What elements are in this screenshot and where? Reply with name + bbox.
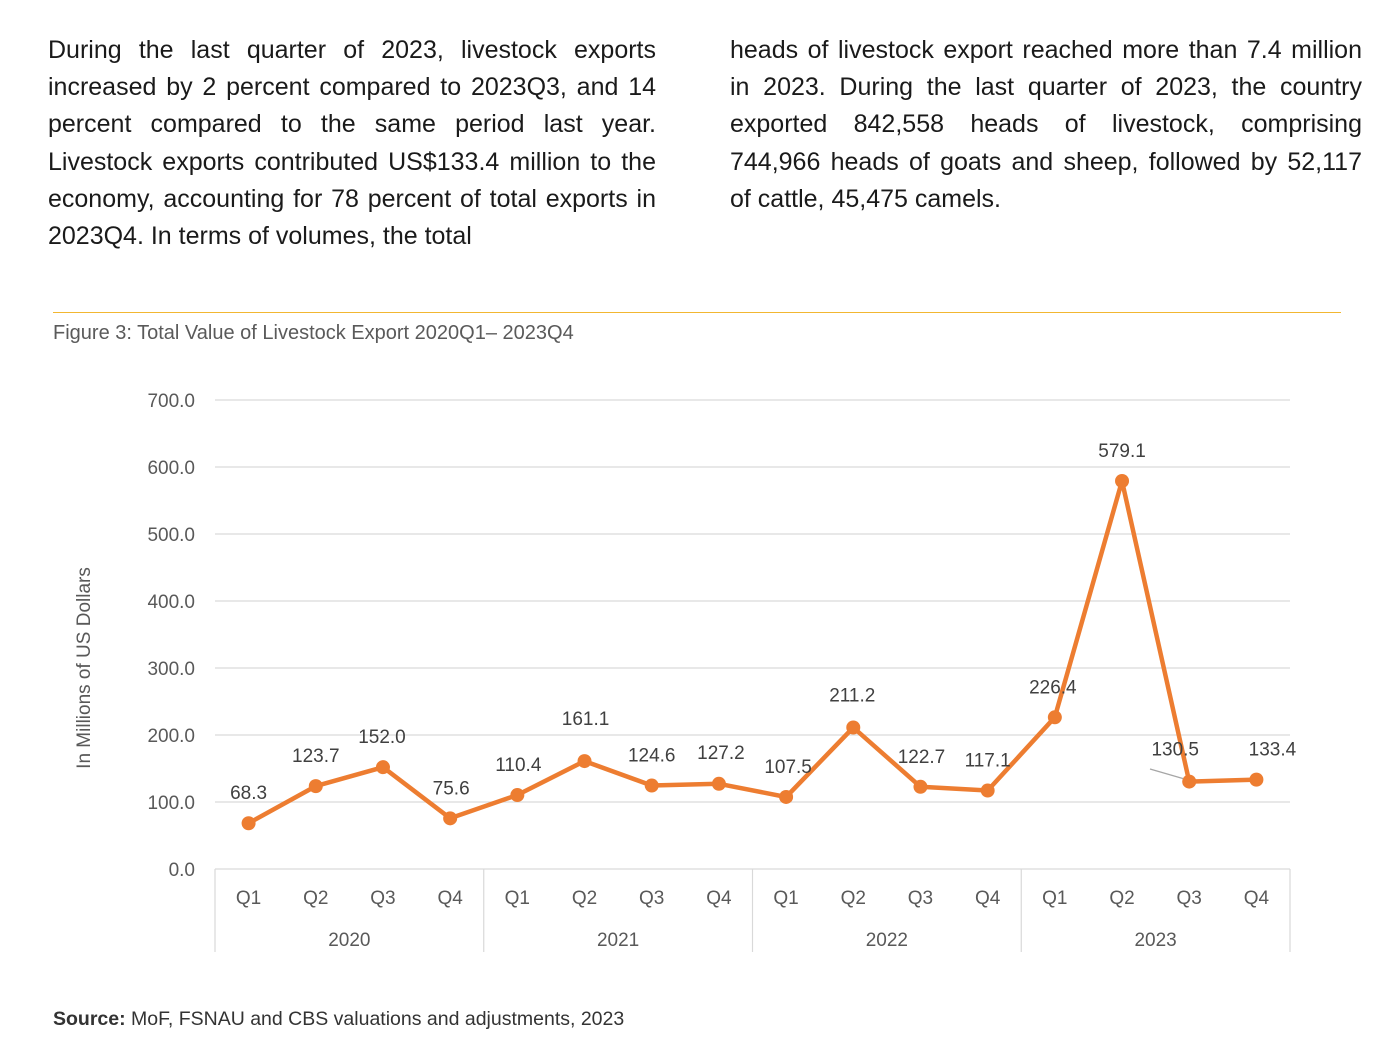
data-point — [1249, 772, 1264, 787]
x-tick-label: Q4 — [437, 888, 463, 909]
data-point — [1182, 774, 1197, 789]
data-label: 127.2 — [697, 743, 745, 764]
data-point — [443, 811, 458, 826]
right-paragraph: heads of livestock export reached more t… — [730, 36, 1362, 213]
data-point — [644, 778, 659, 793]
source-note: Source: MoF, FSNAU and CBS valuations an… — [53, 1008, 624, 1031]
y-tick-label: 300.0 — [147, 659, 195, 680]
data-point — [510, 788, 525, 803]
data-label: 133.4 — [1249, 740, 1297, 761]
data-label: 211.2 — [829, 685, 875, 706]
data-label: 130.5 — [1151, 740, 1199, 761]
source-text: MoF, FSNAU and CBS valuations and adjust… — [131, 1008, 625, 1030]
y-tick-label: 600.0 — [147, 458, 195, 479]
label-leader-line — [1149, 768, 1184, 780]
data-point — [375, 760, 390, 775]
y-tick-label: 100.0 — [147, 793, 195, 814]
data-label: 124.6 — [628, 746, 676, 767]
data-label: 122.7 — [898, 747, 946, 768]
x-tick-label: Q3 — [370, 888, 395, 909]
x-tick-label: Q2 — [572, 888, 597, 909]
figure-caption: Figure 3: Total Value of Livestock Expor… — [53, 322, 574, 344]
x-tick-label: Q2 — [1109, 888, 1134, 909]
data-label: 226.4 — [1029, 677, 1077, 698]
y-tick-label: 0.0 — [169, 860, 195, 881]
data-label: 123.7 — [292, 746, 340, 767]
data-point — [846, 720, 861, 735]
data-point — [779, 789, 794, 804]
data-label: 579.1 — [1098, 441, 1146, 462]
data-point — [711, 776, 726, 791]
x-tick-label: Q1 — [505, 888, 530, 909]
x-tick-label: Q2 — [841, 888, 866, 909]
series-line — [246, 478, 1259, 826]
x-year-label: 2023 — [1134, 930, 1176, 951]
livestock-export-line-chart: 0.0 100.0 200.0 300.0 400.0 500.0 600.0 700.0 In… — [74, 391, 1297, 952]
data-label: 161.1 — [562, 709, 610, 730]
data-point — [1115, 474, 1130, 489]
x-year-label: 2020 — [328, 930, 370, 951]
x-tick-label: Q3 — [908, 888, 933, 909]
section-divider — [53, 312, 1341, 313]
x-year-label: 2021 — [597, 930, 639, 951]
x-tick-label: Q1 — [773, 888, 798, 909]
data-point — [913, 779, 928, 794]
y-tick-label: 500.0 — [147, 525, 195, 546]
data-label: 110.4 — [495, 755, 542, 776]
source-label: Source: — [53, 1008, 126, 1030]
y-axis-title: In Millions of US Dollars — [74, 567, 95, 769]
x-year-label: 2022 — [866, 930, 908, 951]
data-point — [980, 783, 995, 798]
x-tick-label: Q4 — [1244, 888, 1270, 909]
y-tick-label: 200.0 — [147, 726, 195, 747]
x-tick-label: Q3 — [1177, 888, 1202, 909]
data-point — [577, 754, 592, 769]
y-tick-label: 700.0 — [147, 391, 195, 412]
data-label: 68.3 — [230, 783, 267, 804]
left-paragraph: During the last quarter of 2023, livesto… — [48, 36, 656, 251]
data-point — [241, 816, 256, 831]
data-point — [1047, 710, 1062, 725]
x-tick-label: Q4 — [975, 888, 1001, 909]
x-tick-label: Q1 — [236, 888, 261, 909]
data-point — [308, 779, 323, 794]
data-label: 75.6 — [433, 778, 470, 799]
data-label: 152.0 — [358, 727, 406, 748]
y-tick-label: 400.0 — [147, 592, 195, 613]
x-tick-label: Q1 — [1042, 888, 1067, 909]
x-tick-label: Q4 — [706, 888, 732, 909]
data-label: 117.1 — [965, 751, 1011, 772]
data-label: 107.5 — [764, 757, 812, 778]
x-tick-label: Q2 — [303, 888, 328, 909]
x-tick-label: Q3 — [639, 888, 664, 909]
